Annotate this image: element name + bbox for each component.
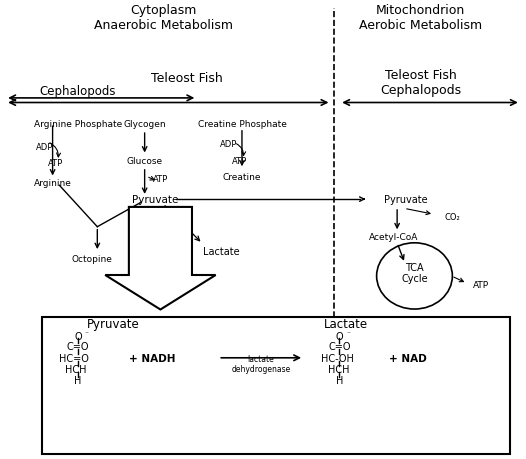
Text: Arginine: Arginine <box>34 179 72 188</box>
Text: Arginine Phosphate: Arginine Phosphate <box>34 119 123 129</box>
Text: ADP: ADP <box>220 140 238 149</box>
Text: O: O <box>74 331 82 341</box>
Text: + NAD: + NAD <box>389 353 427 363</box>
Text: Glycogen: Glycogen <box>123 119 166 129</box>
Text: HC=O: HC=O <box>59 353 88 363</box>
Text: H: H <box>336 375 343 385</box>
FancyBboxPatch shape <box>42 318 510 454</box>
Text: Creatine: Creatine <box>222 172 261 181</box>
Text: Pyruvate: Pyruvate <box>132 195 178 205</box>
Text: ⁻: ⁻ <box>85 329 89 338</box>
Text: C=O: C=O <box>328 341 350 352</box>
Text: C=O: C=O <box>67 341 89 352</box>
Text: + NADH: + NADH <box>129 353 176 363</box>
Polygon shape <box>105 207 216 310</box>
Text: Lactate: Lactate <box>323 317 368 330</box>
Text: TCA
Cycle: TCA Cycle <box>401 263 428 284</box>
Text: Cytoplasm
Anaerobic Metabolism: Cytoplasm Anaerobic Metabolism <box>94 5 232 32</box>
Text: HCH: HCH <box>65 364 86 375</box>
Text: Mitochondrion
Aerobic Metabolism: Mitochondrion Aerobic Metabolism <box>359 5 482 32</box>
Text: ATP: ATP <box>48 158 63 168</box>
Text: Creatine Phosphate: Creatine Phosphate <box>198 119 286 129</box>
Text: ATP: ATP <box>232 157 247 166</box>
Text: H: H <box>74 375 82 385</box>
Text: CO₂: CO₂ <box>444 212 460 221</box>
Text: Octopine: Octopine <box>72 255 113 264</box>
Text: ADP: ADP <box>36 142 54 151</box>
Text: ATP: ATP <box>473 280 489 289</box>
Text: Teleost Fish: Teleost Fish <box>151 72 222 84</box>
Text: HCH: HCH <box>328 364 349 375</box>
Text: Lactate: Lactate <box>203 246 239 256</box>
Text: Teleost Fish
Cephalopods: Teleost Fish Cephalopods <box>380 69 461 96</box>
Text: lactate
dehydrogenase: lactate dehydrogenase <box>231 354 290 373</box>
Text: ⁻: ⁻ <box>346 329 350 338</box>
Text: Pyruvate: Pyruvate <box>87 317 139 330</box>
Text: Pyruvate: Pyruvate <box>384 195 428 205</box>
Text: Cephalopods: Cephalopods <box>39 85 116 98</box>
Text: O: O <box>336 331 343 341</box>
Text: Acetyl-CoA: Acetyl-CoA <box>369 233 418 242</box>
Text: HC-OH: HC-OH <box>321 353 353 363</box>
Text: Glucose: Glucose <box>127 156 163 165</box>
Text: ATP: ATP <box>153 174 168 184</box>
